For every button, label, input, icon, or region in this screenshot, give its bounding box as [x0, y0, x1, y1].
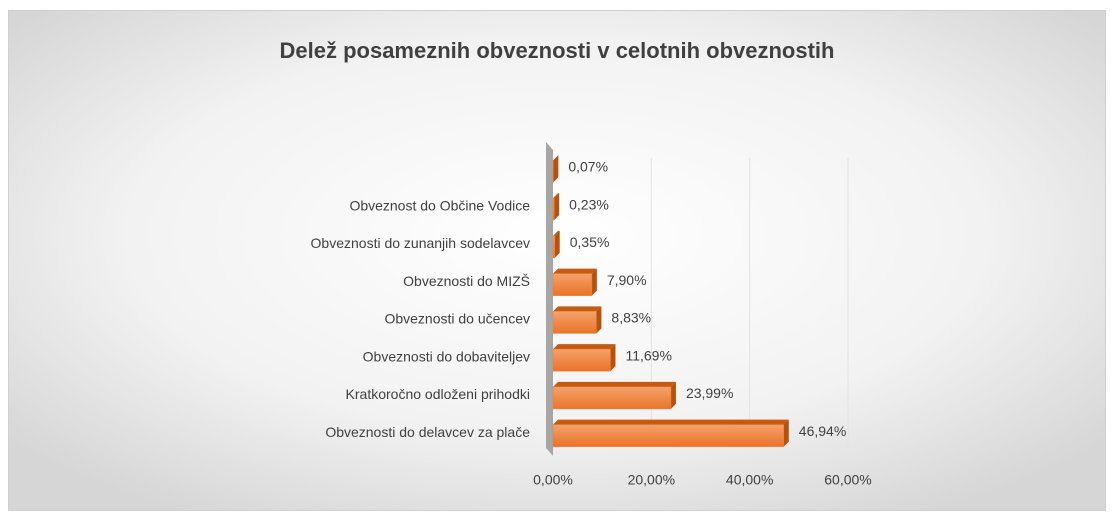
bar: [552, 311, 597, 334]
data-label: 11,69%: [625, 347, 671, 363]
x-tick-label: 60,00%: [824, 472, 871, 488]
y-tick-label: Obveznosti do učencev: [384, 311, 530, 327]
bar-side: [554, 230, 560, 258]
x-tick-label: 40,00%: [726, 472, 773, 488]
chart-title: Delež posameznih obveznosti v celotnih o…: [280, 38, 835, 63]
y-tick-label: Obveznosti do dobaviteljev: [363, 348, 530, 364]
bar-top: [553, 230, 560, 236]
y-tick-label: Obveznosti do zunanjih sodelavcev: [311, 235, 530, 251]
bar-top: [553, 344, 616, 350]
bar-top: [553, 193, 560, 199]
data-label: 0,07%: [568, 159, 608, 175]
bar-side: [591, 268, 597, 296]
data-label: 0,23%: [569, 196, 609, 212]
y-tick-label: Kratkoročno odloženi prihodki: [346, 386, 530, 402]
bar-top: [553, 381, 676, 387]
x-tick-label: 0,00%: [533, 472, 573, 488]
data-label: 46,94%: [799, 423, 846, 439]
bar: [552, 235, 555, 259]
bar-side: [670, 381, 676, 409]
data-label: 23,99%: [686, 385, 733, 401]
bar: [552, 348, 611, 372]
bar: [552, 386, 672, 410]
y-tick-label: Obveznosti do delavcev za plače: [325, 424, 530, 440]
bar-side: [553, 155, 559, 183]
data-label: 0,35%: [570, 234, 610, 250]
bar-side: [610, 344, 616, 372]
bar-top: [553, 419, 789, 425]
bar-side: [554, 193, 560, 221]
y-tick-label: Obveznost do Občine Vodice: [349, 197, 530, 213]
bar-side: [783, 419, 789, 447]
bar-top: [553, 268, 597, 274]
data-label: 8,83%: [611, 310, 651, 326]
bar-side: [596, 306, 602, 334]
bar-top: [553, 306, 602, 312]
bar-top: [553, 155, 559, 161]
bar: [552, 424, 785, 447]
x-tick-label: 20,00%: [628, 472, 675, 488]
data-label: 7,90%: [607, 272, 647, 288]
bar: [552, 197, 555, 221]
bar: [552, 273, 593, 296]
axis-wall: [546, 142, 553, 456]
y-tick-label: Obveznosti do MIZŠ: [403, 273, 530, 289]
